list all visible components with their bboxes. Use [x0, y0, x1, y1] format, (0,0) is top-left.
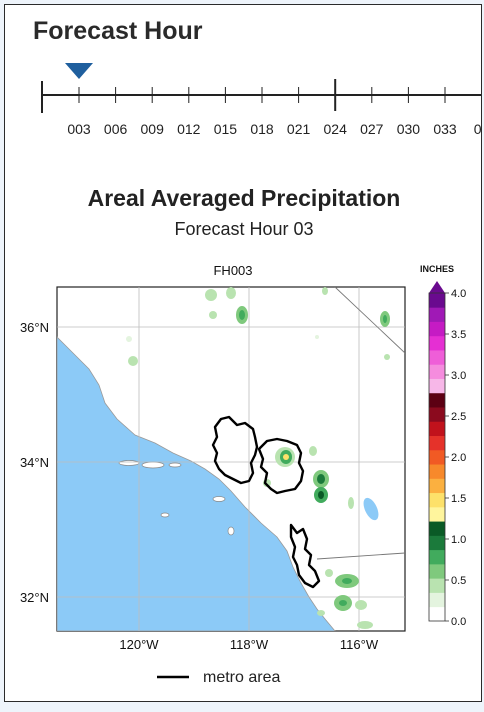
- island: [160, 512, 170, 518]
- colorbar-swatch: [429, 378, 445, 394]
- map-gridlines: [57, 287, 405, 631]
- colorbar-tick-label: 3.5: [451, 329, 466, 341]
- colorbar-swatch: [429, 392, 445, 408]
- colorbar-swatch: [429, 535, 445, 551]
- colorbar: 4.0 3.5 3.0 2.5 2.0 1.5 1.0 0.5 0.0: [428, 288, 466, 628]
- timeline-hour-label[interactable]: 003: [67, 121, 91, 137]
- timeline-hour-label[interactable]: 015: [214, 121, 238, 137]
- colorbar-swatch: [429, 407, 445, 422]
- colorbar-extend-arrow: [429, 281, 445, 293]
- timeline-hour-label[interactable]: 009: [141, 121, 165, 137]
- colorbar-swatch: [429, 307, 445, 322]
- plot-subtitle: Forecast Hour 03: [174, 219, 314, 239]
- colorbar-swatch: [429, 364, 445, 379]
- forecast-panel: Forecast Hour 003 006 009 012 015 018 021 024 02…: [4, 4, 482, 702]
- colorbar-swatch: [429, 563, 445, 579]
- lat-label: 32°N: [20, 590, 49, 605]
- salton-sea: [363, 497, 379, 521]
- colorbar-swatch: [429, 421, 445, 437]
- colorbar-swatch: [429, 321, 445, 337]
- timeline-hour-label[interactable]: 018: [250, 121, 274, 137]
- colorbar-tick-label: 0.0: [451, 616, 466, 628]
- lat-label: 34°N: [20, 455, 49, 470]
- precip-cells: [126, 287, 390, 629]
- colorbar-tick-label: 1.0: [451, 534, 466, 546]
- colorbar-swatch: [429, 435, 445, 451]
- timeline-hour-label[interactable]: 021: [287, 121, 311, 137]
- colorbar-swatch: [429, 335, 445, 351]
- timeline-hour-label[interactable]: 027: [360, 121, 384, 137]
- colorbar-swatch: [429, 549, 445, 565]
- colorbar-title: INCHES: [420, 264, 454, 274]
- colorbar-swatch: [429, 492, 445, 508]
- colorbar-swatch: [429, 478, 445, 494]
- colorbar-tick-label: 2.0: [451, 452, 466, 464]
- timeline-hour-label[interactable]: 024: [324, 121, 348, 137]
- map-label: FH003: [213, 263, 252, 278]
- state-borders: [316, 287, 405, 560]
- colorbar-tick-label: 0.5: [451, 575, 466, 587]
- lon-label: 118°W: [230, 637, 269, 652]
- lon-label: 116°W: [340, 637, 379, 652]
- colorbar-swatch: [429, 464, 445, 479]
- island: [141, 461, 165, 469]
- plot-title: Areal Averaged Precipitation: [87, 185, 401, 211]
- colorbar-swatch: [429, 592, 445, 608]
- colorbar-swatch: [429, 350, 445, 365]
- lat-label: 36°N: [20, 320, 49, 335]
- island: [212, 496, 226, 502]
- timeline-hour-label[interactable]: 033: [433, 121, 457, 137]
- colorbar-swatch: [429, 293, 445, 308]
- island: [227, 526, 235, 536]
- precipitation-map-figure: FH003: [20, 263, 466, 686]
- metro-legend-label: metro area: [203, 669, 280, 686]
- timeline-hour-label[interactable]: 030: [397, 121, 421, 137]
- colorbar-tick-label: 4.0: [451, 288, 466, 300]
- metro-outlines: [211, 415, 321, 589]
- timeline-hour-label[interactable]: 03: [474, 121, 482, 137]
- colorbar-swatch: [429, 449, 445, 465]
- selected-hour-marker[interactable]: [65, 63, 93, 79]
- colorbar-tick-label: 1.5: [451, 493, 466, 505]
- ocean-area: [57, 336, 336, 631]
- timeline-hour-label[interactable]: 012: [177, 121, 201, 137]
- forecast-hour-timeline[interactable]: 003 006 009 012 015 018 021 024 027 030 033 03: [5, 55, 482, 145]
- timeline-hour-label[interactable]: 006: [104, 121, 128, 137]
- forecast-hour-heading: Forecast Hour: [33, 17, 203, 45]
- colorbar-swatch: [429, 578, 445, 593]
- colorbar-swatch: [429, 506, 445, 522]
- colorbar-swatch: [429, 521, 445, 536]
- colorbar-tick-label: 3.0: [451, 370, 466, 382]
- colorbar-swatch: [429, 606, 445, 622]
- colorbar-tick-label: 2.5: [451, 411, 466, 423]
- island: [168, 462, 182, 468]
- island: [118, 460, 140, 466]
- lon-label: 120°W: [119, 637, 159, 652]
